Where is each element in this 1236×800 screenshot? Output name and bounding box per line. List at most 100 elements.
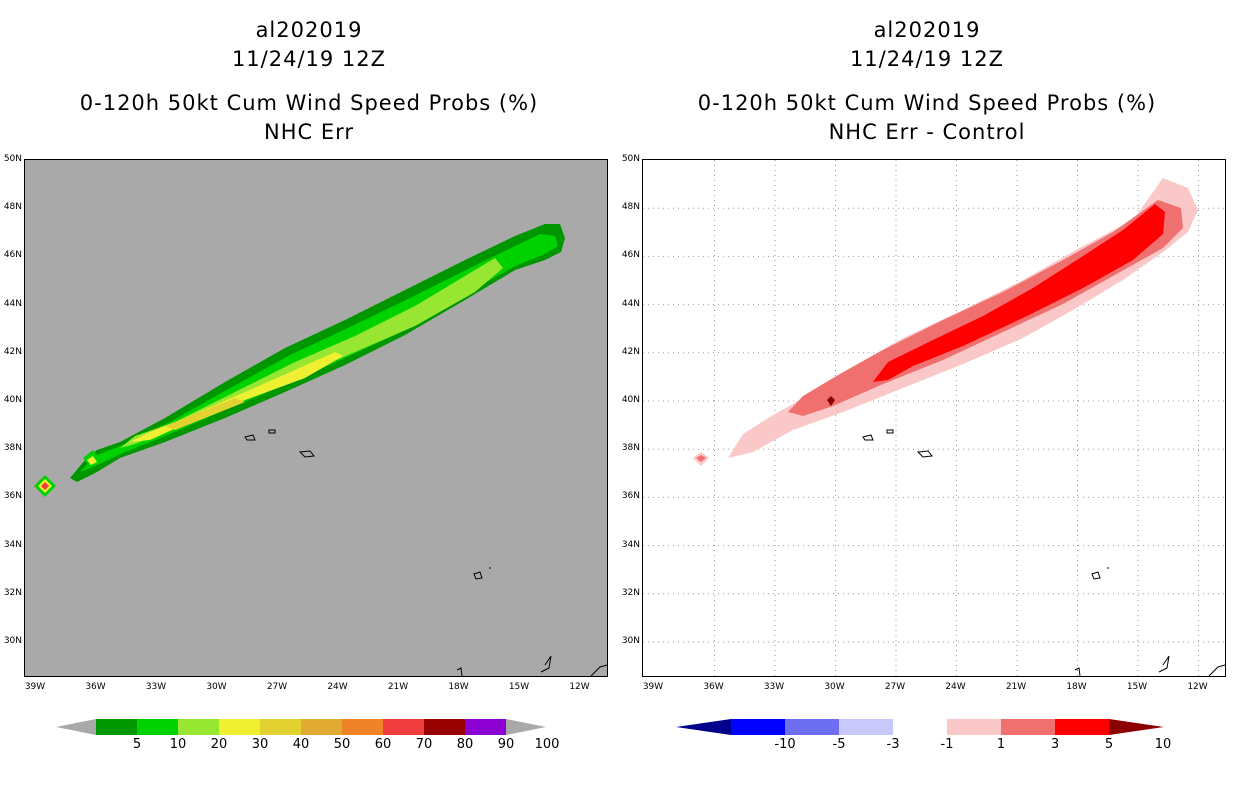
colorbar-swatch — [839, 719, 893, 735]
colorbar-swatch — [465, 719, 506, 735]
subtitle: NHC Err — [263, 120, 354, 144]
latitude-label: 38N — [3, 443, 22, 454]
longitude-label: 27W — [266, 682, 288, 692]
difference-map-svg — [643, 160, 1225, 676]
latitude-label: 30N — [3, 636, 22, 646]
colorbar-swatch — [1055, 719, 1109, 735]
latitude-label: 48N — [621, 202, 640, 213]
difference-peak — [827, 396, 835, 406]
colorbar-tick-label: 100 — [534, 737, 560, 752]
difference-colorbar — [676, 719, 1164, 735]
longitude-label: 15W — [508, 682, 530, 692]
isolated-yellow — [87, 456, 97, 465]
marker-inner — [41, 482, 49, 490]
probability-colorbar — [56, 719, 546, 735]
colorbar-tick-label: 60 — [374, 737, 392, 752]
longitude-label: 27W — [884, 682, 906, 692]
latitude-label: 34N — [3, 539, 22, 550]
colorbar-tick-label: 3 — [1050, 737, 1060, 752]
latitude-label: 44N — [3, 298, 22, 309]
colorbar-swatch — [96, 719, 137, 735]
probability-map-svg — [25, 160, 607, 676]
colorbar-swatch — [731, 719, 785, 735]
island-outlines — [862, 429, 1225, 676]
contour-40 — [165, 398, 245, 430]
colorbar-tick-label: 70 — [415, 737, 433, 752]
subtitle: NHC Err - Control — [828, 120, 1026, 144]
latitude-label: 44N — [621, 298, 640, 309]
colorbar-tick-label: 10 — [169, 737, 187, 752]
latitude-label: 32N — [621, 587, 640, 598]
latitude-label: 48N — [3, 202, 22, 213]
longitude-label: 15W — [1126, 682, 1148, 692]
latitude-label: 50N — [621, 154, 640, 164]
colorbar-swatch — [219, 719, 260, 735]
product-title: 0-120h 50kt Cum Wind Speed Probs (%) — [697, 91, 1157, 115]
difference-marker-inner — [696, 455, 706, 462]
colorbar-tick-label: 20 — [210, 737, 228, 752]
longitude-label: 24W — [945, 682, 966, 692]
latitude-label: 42N — [3, 346, 22, 357]
longitude-label: 21W — [1005, 682, 1027, 692]
longitude-label: 33W — [763, 682, 785, 692]
product-title: 0-120h 50kt Cum Wind Speed Probs (%) — [79, 91, 539, 115]
longitude-label: 36W — [703, 682, 724, 692]
longitude-label: 30W — [206, 682, 227, 692]
latitude-label: 46N — [3, 250, 22, 261]
colorbar-tick-label: 10 — [1154, 737, 1172, 752]
colorbar-swatch — [893, 719, 947, 735]
contour-5 — [873, 204, 1165, 382]
latitude-label: 36N — [3, 491, 22, 502]
left-panel: al202019 11/24/19 12Z 0-120h 50kt Cum Wi… — [3, 18, 608, 752]
colorbar-tick-label: 40 — [292, 737, 310, 752]
probability-map — [24, 159, 608, 677]
longitude-label: 39W — [642, 682, 664, 692]
longitude-label: 33W — [145, 682, 167, 692]
longitude-label: 18W — [448, 682, 469, 692]
date-title: 11/24/19 12Z — [231, 47, 387, 71]
colorbar-swatch — [260, 719, 301, 735]
colorbar-swatch — [785, 719, 839, 735]
latitude-label: 42N — [621, 346, 640, 357]
longitude-label: 12W — [569, 682, 590, 692]
colorbar-low-arrow — [56, 719, 96, 735]
colorbar-tick-label: 90 — [497, 737, 515, 752]
latitude-label: 40N — [621, 395, 640, 405]
colorbar-tick-label: 50 — [333, 737, 351, 752]
colorbar-high-arrow — [1109, 719, 1164, 735]
longitude-label: 39W — [24, 682, 46, 692]
colorbar-tick-label: 5 — [132, 737, 142, 752]
colorbar-low-arrow — [676, 719, 731, 735]
colorbar-swatch — [301, 719, 342, 735]
difference-map — [642, 159, 1226, 677]
colorbar-tick-label: -5 — [832, 737, 846, 752]
colorbar-tick-label: 5 — [1104, 737, 1114, 752]
longitude-label: 30W — [824, 682, 845, 692]
longitude-label: 18W — [1066, 682, 1087, 692]
colorbar-tick-label: 1 — [996, 737, 1006, 752]
colorbar-tick-label: 80 — [456, 737, 474, 752]
latitude-label: 38N — [621, 443, 640, 454]
right-panel: al202019 11/24/19 12Z 0-120h 50kt Cum Wi… — [618, 0, 1236, 800]
latitude-label: 32N — [3, 587, 22, 598]
longitude-label: 24W — [327, 682, 348, 692]
latitude-label: 36N — [621, 491, 640, 502]
colorbar-swatch — [947, 719, 1001, 735]
colorbar-swatch — [137, 719, 178, 735]
latitude-label: 34N — [621, 539, 640, 550]
colorbar-tick-label: -1 — [940, 737, 954, 752]
latitude-label: 46N — [621, 250, 640, 261]
colorbar-swatch — [383, 719, 424, 735]
colorbar-swatch — [178, 719, 219, 735]
colorbar-tick-label: -3 — [886, 737, 900, 752]
date-title: 11/24/19 12Z — [849, 47, 1005, 71]
colorbar-high-arrow — [506, 719, 546, 735]
longitude-label: 12W — [1187, 682, 1208, 692]
longitude-label: 36W — [85, 682, 106, 692]
latitude-label: 30N — [621, 636, 640, 646]
latitude-label: 50N — [3, 154, 22, 164]
colorbar-swatch — [424, 719, 465, 735]
storm-id-title: al202019 — [873, 18, 981, 42]
colorbar-tick-label: 30 — [251, 737, 269, 752]
latitude-label: 40N — [3, 395, 22, 405]
